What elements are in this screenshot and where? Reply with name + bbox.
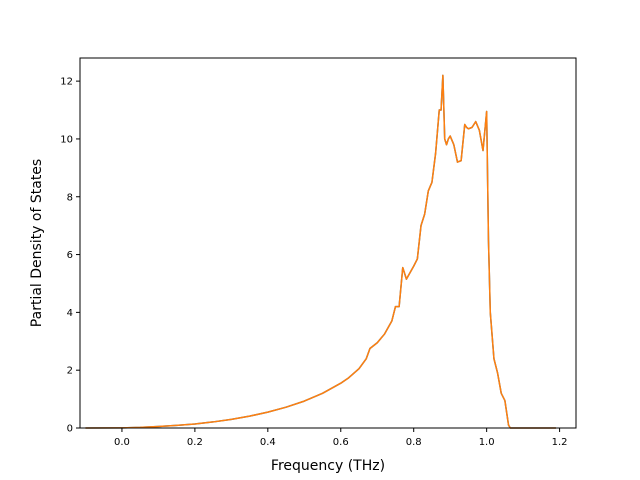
y-tick-label: 0 (67, 424, 73, 435)
y-tick-label: 12 (60, 77, 73, 88)
plot-frame (79, 57, 577, 429)
y-tick-label: 4 (67, 308, 73, 319)
y-axis-label: Partial Density of States (29, 159, 45, 327)
x-tick-label: 0.4 (260, 437, 276, 448)
y-tick-label: 2 (67, 366, 73, 377)
x-tick-label: 0.8 (406, 437, 422, 448)
y-tick-label: 10 (60, 134, 73, 145)
y-tick-label: 8 (67, 192, 73, 203)
x-tick-label: 1.0 (479, 437, 495, 448)
x-tick-label: 0.6 (333, 437, 349, 448)
x-axis: 0.0 0.2 0.4 0.6 0.8 1.0 1.2 (114, 428, 568, 448)
y-tick-label: 6 (67, 250, 73, 261)
x-tick-label: 1.2 (552, 437, 568, 448)
series-layer (85, 74, 556, 429)
x-axis-label: Frequency (THz) (271, 458, 385, 474)
series-line-2 (85, 74, 556, 429)
x-tick-label: 0.0 (114, 437, 130, 448)
y-axis: 0 2 4 6 8 10 12 (60, 77, 80, 435)
x-tick-label: 0.2 (187, 437, 203, 448)
